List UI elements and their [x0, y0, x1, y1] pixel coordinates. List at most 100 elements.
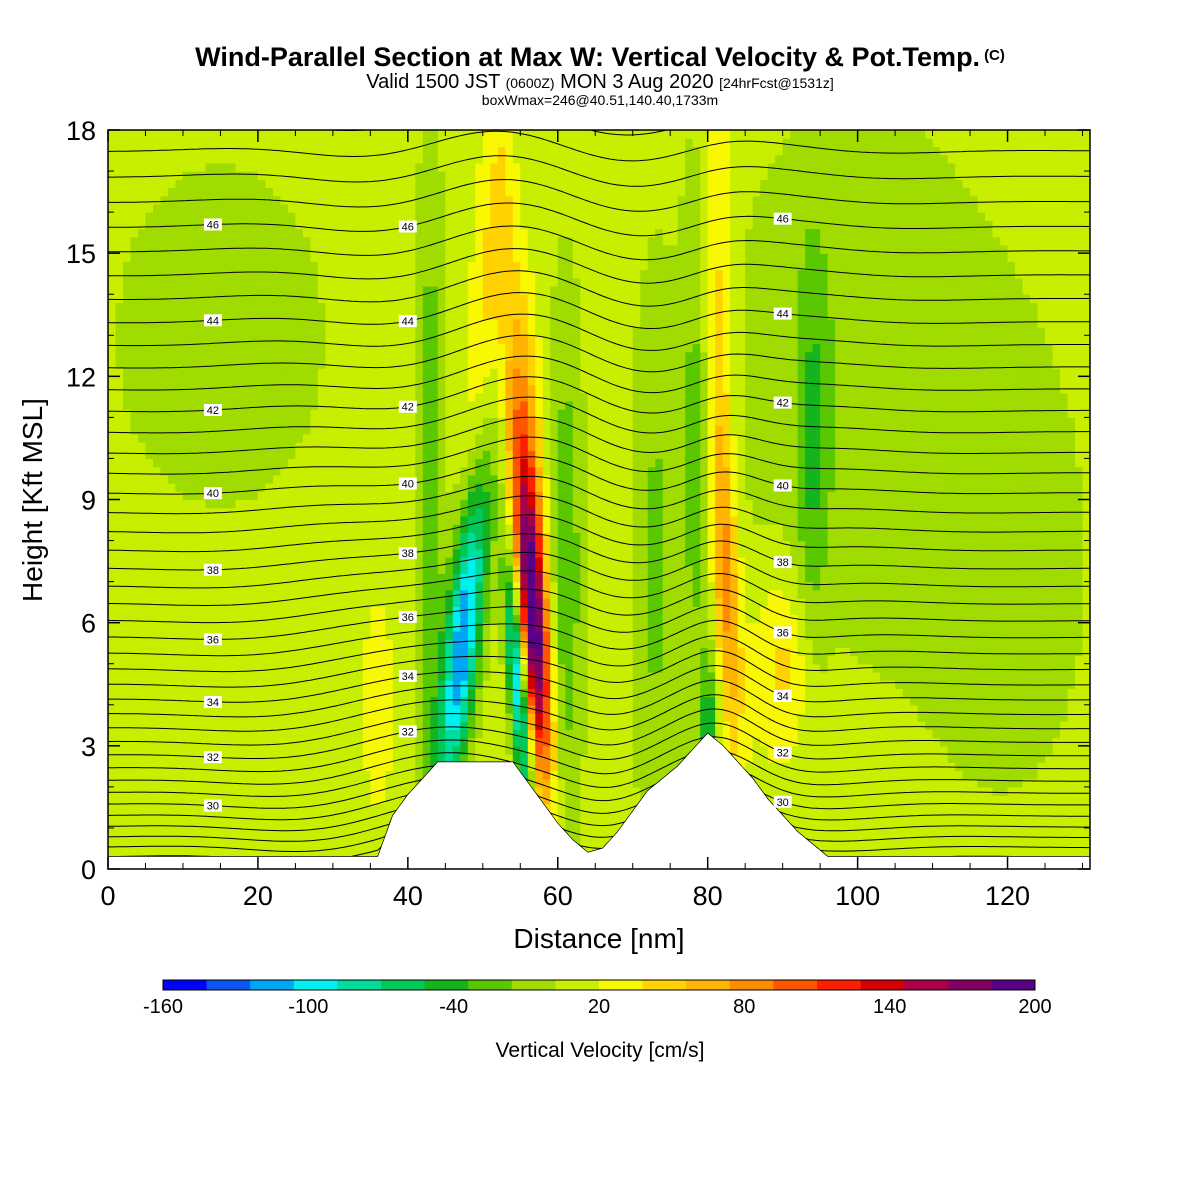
velocity-cell — [295, 696, 304, 706]
velocity-cell — [250, 680, 259, 689]
velocity-cell — [392, 442, 401, 451]
velocity-cell — [137, 335, 147, 345]
velocity-cell — [385, 540, 394, 550]
velocity-cell — [475, 524, 484, 533]
velocity-cell — [347, 696, 356, 706]
velocity-cell — [137, 795, 147, 804]
velocity-cell — [400, 244, 409, 254]
velocity-cell — [272, 269, 282, 279]
velocity-cell — [257, 795, 267, 804]
velocity-cell — [242, 351, 252, 361]
velocity-cell — [190, 688, 199, 698]
velocity-cell — [265, 548, 274, 558]
velocity-cell — [115, 154, 124, 164]
velocity-cell — [287, 606, 297, 616]
velocity-cell — [197, 754, 207, 763]
velocity-cell — [377, 220, 386, 230]
velocity-cell — [317, 565, 326, 574]
velocity-cell — [122, 220, 132, 230]
velocity-cell — [280, 302, 289, 312]
velocity-cell — [108, 556, 117, 566]
velocity-cell — [272, 400, 282, 410]
velocity-cell — [347, 827, 356, 837]
velocity-cell — [145, 712, 154, 722]
velocity-cell — [332, 696, 341, 706]
velocity-cell — [505, 384, 514, 394]
velocity-cell — [505, 696, 514, 706]
velocity-cell — [265, 425, 274, 435]
velocity-cell — [227, 606, 237, 616]
velocity-cell — [212, 524, 222, 533]
velocity-cell — [310, 778, 319, 788]
velocity-cell — [392, 573, 401, 583]
velocity-cell — [227, 442, 237, 451]
velocity-cell — [272, 524, 282, 533]
velocity-cell — [332, 795, 341, 804]
velocity-cell — [227, 458, 237, 468]
velocity-cell — [235, 187, 244, 197]
velocity-cell — [108, 647, 117, 657]
velocity-cell — [197, 655, 207, 665]
velocity-cell — [317, 244, 326, 254]
velocity-cell — [317, 146, 326, 156]
velocity-cell — [325, 138, 334, 148]
velocity-cell — [460, 228, 469, 238]
velocity-cell — [242, 614, 252, 624]
velocity-cell — [197, 310, 207, 320]
velocity-cell — [452, 269, 461, 279]
velocity-cell — [490, 310, 499, 320]
velocity-cell — [250, 474, 259, 484]
velocity-cell — [415, 458, 424, 468]
velocity-cell — [415, 721, 424, 731]
velocity-cell — [512, 138, 521, 148]
velocity-cell — [182, 466, 192, 476]
velocity-cell — [310, 474, 319, 484]
velocity-cell — [242, 688, 252, 698]
velocity-cell — [505, 466, 514, 476]
velocity-cell — [482, 573, 491, 583]
velocity-cell — [287, 203, 297, 213]
velocity-cell — [512, 729, 521, 739]
velocity-cell — [347, 680, 356, 689]
velocity-cell — [295, 187, 304, 197]
velocity-cell — [137, 540, 147, 550]
velocity-cell — [505, 614, 514, 624]
velocity-cell — [242, 565, 252, 574]
velocity-cell — [122, 212, 132, 221]
velocity-cell — [108, 589, 117, 599]
velocity-cell — [242, 737, 252, 747]
velocity-cell — [512, 647, 521, 657]
velocity-cell — [317, 302, 326, 312]
velocity-cell — [182, 712, 192, 722]
velocity-cell — [437, 721, 446, 731]
velocity-cell — [370, 466, 379, 476]
velocity-cell — [137, 811, 147, 821]
velocity-cell — [182, 556, 192, 566]
velocity-cell — [160, 803, 169, 813]
velocity-cell — [460, 392, 469, 402]
velocity-cell — [497, 359, 506, 369]
velocity-cell — [197, 836, 207, 845]
velocity-cell — [362, 589, 371, 599]
velocity-cell — [145, 130, 154, 139]
velocity-cell — [302, 351, 311, 361]
velocity-cell — [445, 433, 454, 443]
velocity-cell — [242, 417, 252, 427]
velocity-cell — [145, 220, 154, 230]
velocity-cell — [287, 466, 297, 476]
velocity-cell — [445, 154, 454, 164]
velocity-cell — [167, 376, 177, 386]
velocity-cell — [115, 795, 124, 804]
velocity-cell — [250, 195, 259, 205]
velocity-cell — [272, 294, 282, 304]
velocity-cell — [287, 811, 297, 821]
velocity-cell — [250, 696, 259, 706]
velocity-cell — [310, 154, 319, 164]
velocity-cell — [445, 515, 454, 525]
velocity-cell — [332, 187, 341, 197]
velocity-cell — [137, 162, 147, 172]
velocity-cell — [452, 351, 461, 361]
velocity-cell — [505, 138, 514, 148]
velocity-cell — [227, 581, 237, 591]
velocity-cell — [197, 228, 207, 238]
